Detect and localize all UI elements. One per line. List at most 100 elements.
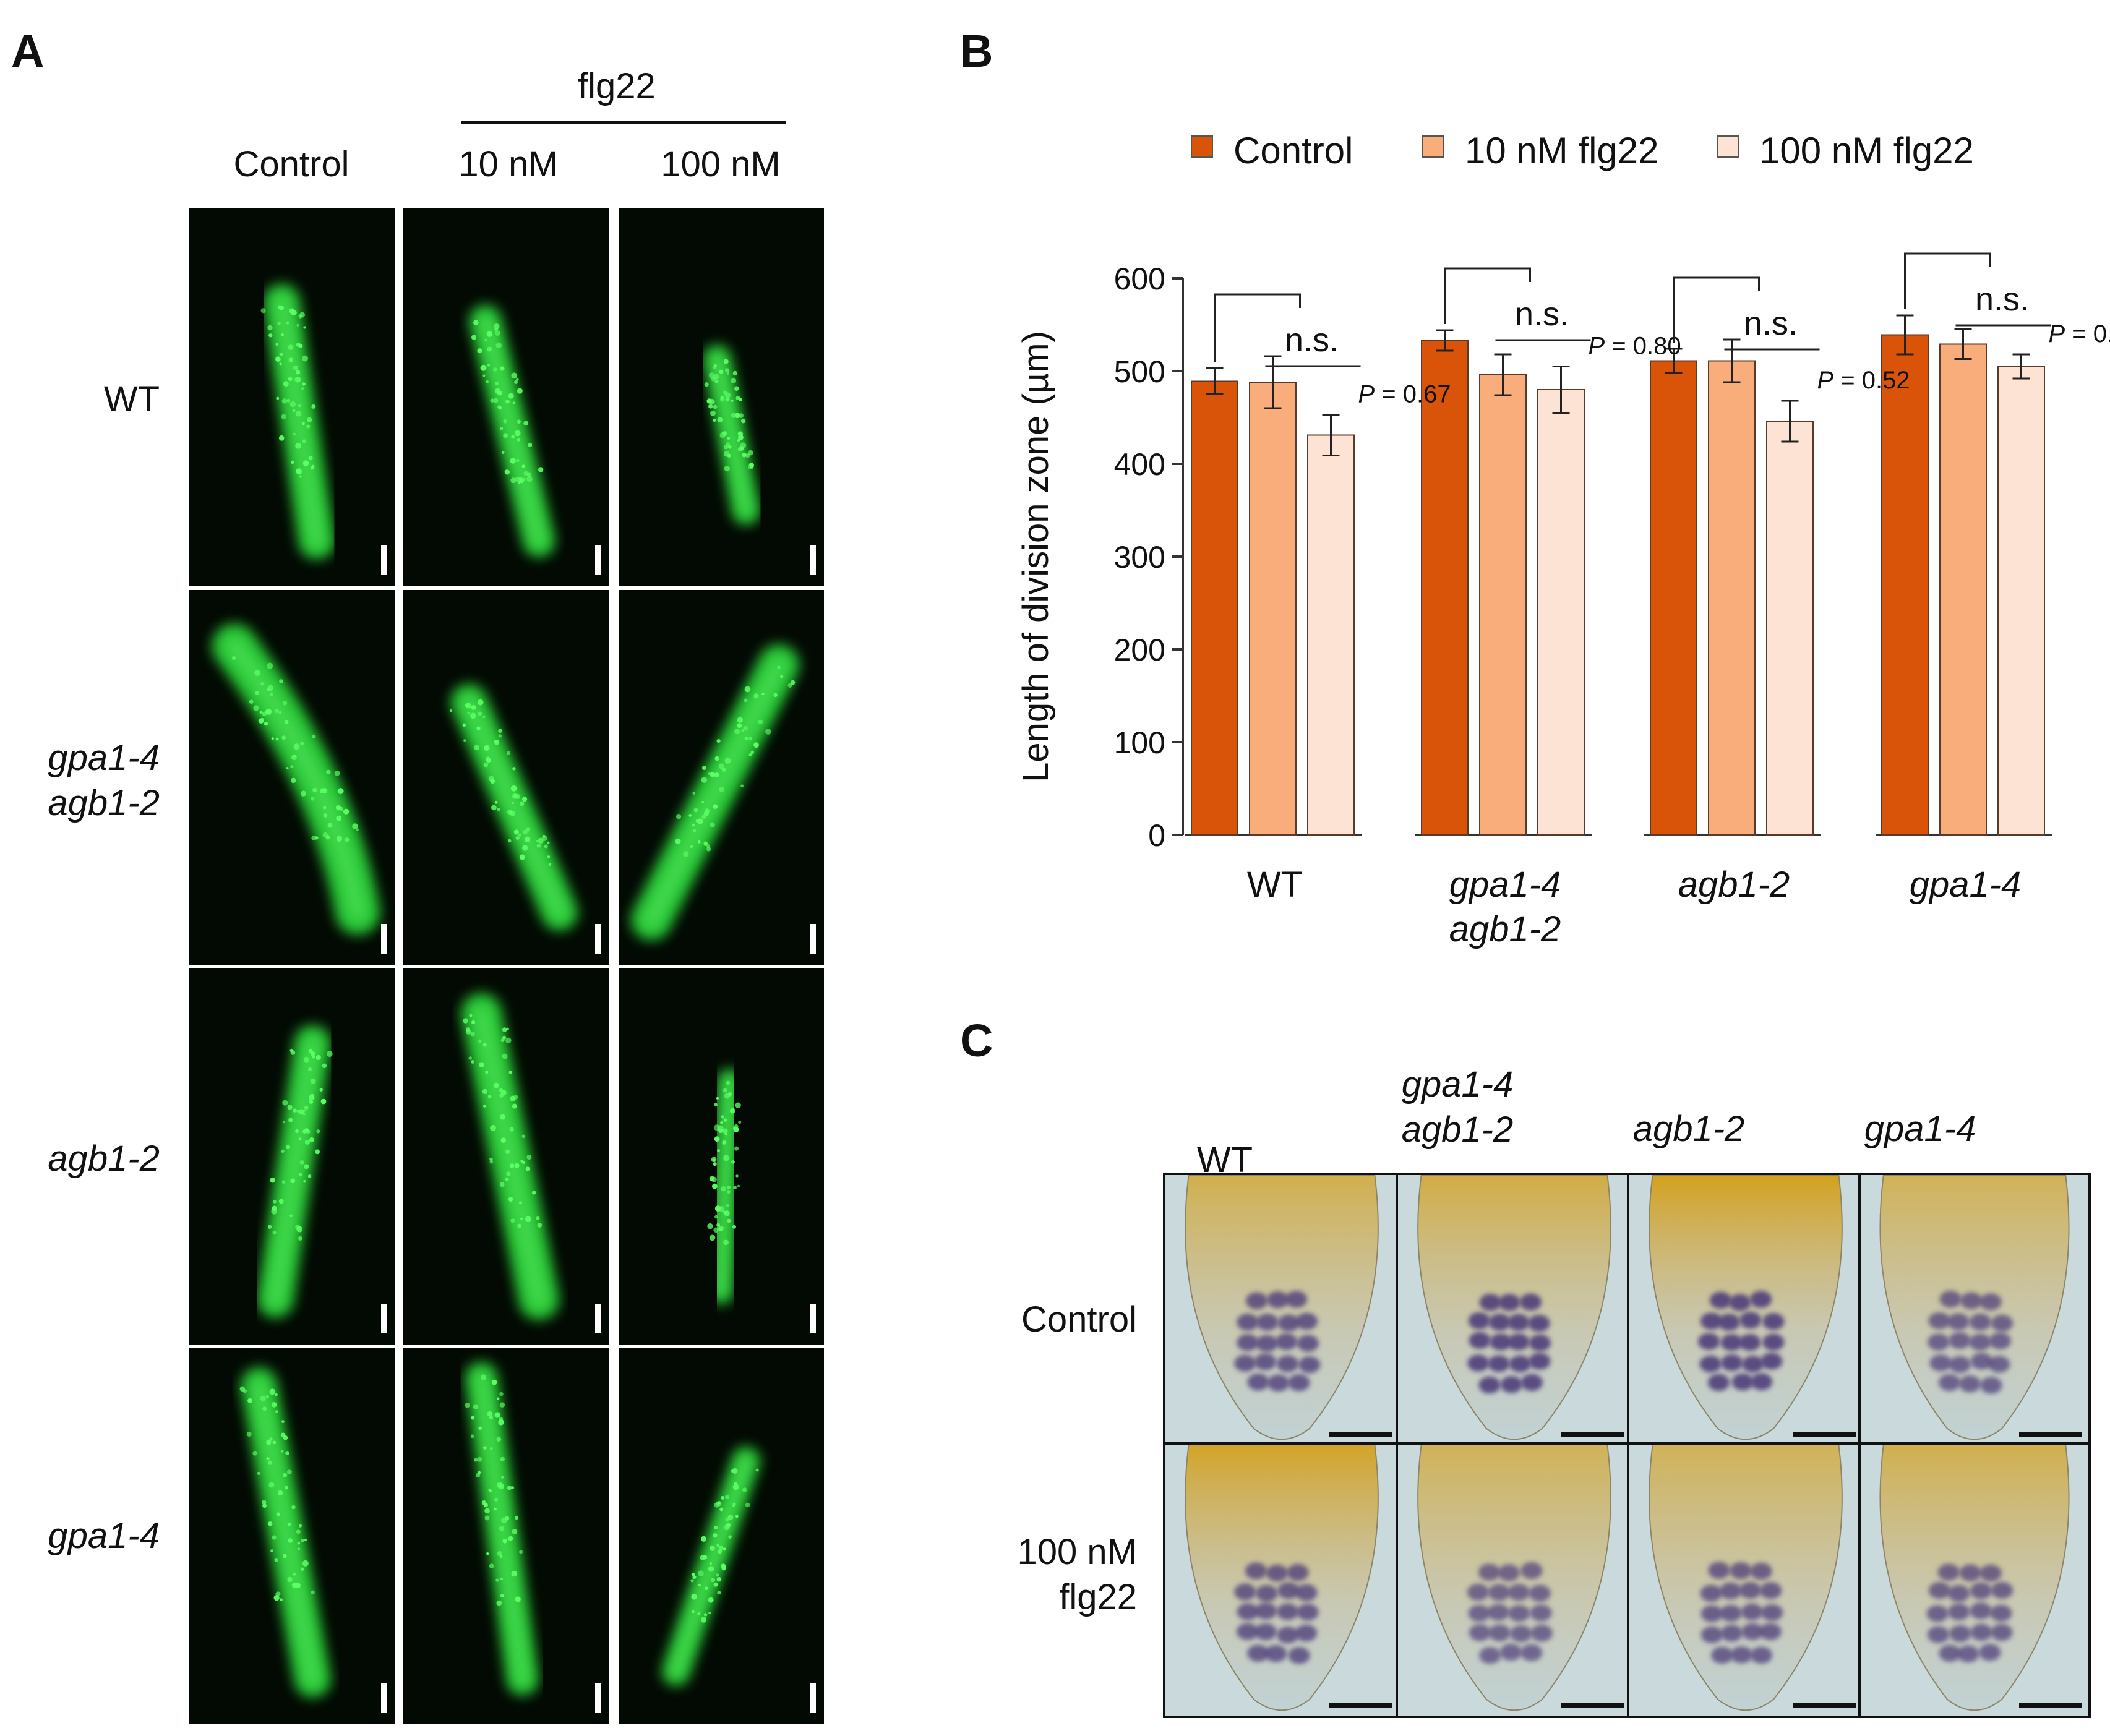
stain-image-r1-c1 xyxy=(1163,1173,1400,1447)
c-col-label-gpa1: gpa1-4 xyxy=(1864,1109,1976,1149)
bar-1-2 xyxy=(1537,389,1585,836)
fluorescence-image-r3-c1 xyxy=(189,968,395,1345)
comparison-bracket xyxy=(1444,267,1531,324)
scale-bar xyxy=(595,1683,601,1713)
legend-label-1: 10 nM flg22 xyxy=(1465,130,1659,171)
col-label-100nM: 100 nM xyxy=(661,144,781,184)
fluorescence-image-r3-c3 xyxy=(619,968,824,1345)
comparison-bracket xyxy=(1214,293,1301,362)
panel-c-label: C xyxy=(960,1015,993,1066)
stain-image-r2-c3 xyxy=(1627,1442,1864,1718)
scale-bar xyxy=(810,924,816,954)
y-tick-label: 100 xyxy=(1114,725,1165,760)
chart-legend: Control 10 nM flg22 100 nM flg22 xyxy=(1191,130,1974,171)
stain-image-r1-c2 xyxy=(1396,1173,1633,1447)
p-value-label: P = 0.99 xyxy=(2049,320,2110,348)
legend-label-0: Control xyxy=(1233,130,1353,171)
scale-bar xyxy=(1561,1703,1624,1708)
scale-bar xyxy=(810,545,816,575)
bar-0-0 xyxy=(1191,380,1238,836)
stain-image-r2-c1 xyxy=(1163,1442,1400,1718)
flg22-header-line xyxy=(461,121,786,124)
y-tick-label: 300 xyxy=(1114,540,1165,575)
ns-label: n.s. xyxy=(1975,281,2029,318)
stain-image-r2-c2 xyxy=(1396,1442,1633,1718)
c-col-label-gpa1-agb1: gpa1-4 agb1-2 xyxy=(1401,1064,1514,1150)
flg22-header: flg22 xyxy=(578,66,656,106)
fluorescence-image-r1-c1 xyxy=(189,208,395,586)
scale-bar xyxy=(1329,1703,1392,1708)
y-tick-label: 400 xyxy=(1114,447,1165,482)
bar-2-0 xyxy=(1650,360,1697,836)
row-label-wt: WT xyxy=(103,379,160,419)
scale-bar xyxy=(381,924,387,954)
stain-image-r2-c4 xyxy=(1858,1442,2091,1718)
bars xyxy=(1185,314,2052,836)
y-tick-label: 600 xyxy=(1114,262,1165,296)
x-category-label-3: gpa1-4 xyxy=(1910,865,2022,905)
y-tick-label: 0 xyxy=(1148,818,1165,853)
p-value-label: P = 0.52 xyxy=(1817,367,1910,394)
fluorescence-image-r2-c3 xyxy=(619,590,824,965)
bar-0-2 xyxy=(1307,434,1355,836)
x-category-label-1: agb1-2 xyxy=(1449,909,1561,949)
scale-bar xyxy=(381,545,387,575)
legend-swatch-1 xyxy=(1422,135,1444,158)
bar-3-0 xyxy=(1881,334,1929,836)
col-label-10nM: 10 nM xyxy=(458,144,559,184)
legend-swatch-0 xyxy=(1191,135,1213,158)
p-value-label: P = 0.67 xyxy=(1358,381,1451,408)
legend-swatch-2 xyxy=(1717,135,1739,158)
significance-annotations: n.s. P = 0.67 n.s. P = 0.80 n.s. P = 0.52 n.s.… xyxy=(1214,252,2110,408)
y-tick-label: 200 xyxy=(1114,633,1165,667)
scale-bar xyxy=(595,1304,601,1333)
division-zone-bar-chart: Control 10 nM flg22 100 nM flg22 0 100 200 30… xyxy=(1016,130,2110,949)
scale-bar xyxy=(810,1304,816,1333)
ns-label: n.s. xyxy=(1285,322,1339,359)
x-category-label-2: agb1-2 xyxy=(1678,865,1790,905)
fluorescence-image-r4-c2 xyxy=(403,1348,609,1724)
ns-label: n.s. xyxy=(1515,296,1569,333)
bar-2-2 xyxy=(1766,421,1814,836)
scale-bar xyxy=(1793,1432,1856,1437)
panel-a-label: A xyxy=(11,25,45,77)
c-col-label-wt: WT xyxy=(1196,1140,1253,1180)
fluorescence-image-r4-c3 xyxy=(619,1348,824,1724)
c-col-label-agb1: agb1-2 xyxy=(1632,1109,1745,1149)
ns-label: n.s. xyxy=(1744,305,1798,342)
scale-bar xyxy=(595,924,601,954)
panel-b-label: B xyxy=(960,25,993,77)
bar-1-0 xyxy=(1421,340,1469,836)
row-label-gpa1: gpa1-4 xyxy=(48,1516,160,1556)
bar-3-2 xyxy=(1997,366,2045,836)
y-tick-label: 500 xyxy=(1114,354,1165,389)
scale-bar xyxy=(381,1304,387,1333)
row-label-agb1: agb1-2 xyxy=(48,1139,160,1179)
fluorescence-image-r1-c2 xyxy=(403,208,609,586)
comparison-bracket xyxy=(1904,252,1991,309)
y-axis-title: Length of division zone (µm) xyxy=(1016,331,1056,782)
x-category-label-0: WT xyxy=(1247,865,1303,905)
fluorescence-image-r4-c1 xyxy=(189,1348,395,1724)
stain-image-r1-c4 xyxy=(1858,1173,2091,1447)
scale-bar xyxy=(1561,1432,1624,1437)
scale-bar xyxy=(810,1683,816,1713)
x-category-label-1: gpa1-4 xyxy=(1449,865,1561,905)
col-label-control: Control xyxy=(233,144,350,184)
fluorescence-image-r2-c2 xyxy=(403,590,609,965)
y-axis: 0 100 200 300 400 500 600 Length of division zo… xyxy=(1016,262,1184,853)
bar-3-1 xyxy=(1939,343,1987,836)
fluorescence-image-r2-c1 xyxy=(189,590,395,965)
comparison-bracket xyxy=(1673,276,1760,343)
bar-0-1 xyxy=(1249,382,1297,836)
scale-bar xyxy=(1793,1703,1856,1708)
scale-bar xyxy=(2019,1432,2082,1437)
stain-image-r1-c3 xyxy=(1627,1173,1864,1447)
c-row-label-control: Control xyxy=(1021,1299,1137,1340)
bar-1-1 xyxy=(1479,374,1527,836)
c-row-label-flg22: 100 nM flg22 xyxy=(1017,1532,1137,1617)
row-label-gpa1-agb1: gpa1-4 agb1-2 xyxy=(48,738,160,823)
bar-2-1 xyxy=(1708,360,1756,836)
